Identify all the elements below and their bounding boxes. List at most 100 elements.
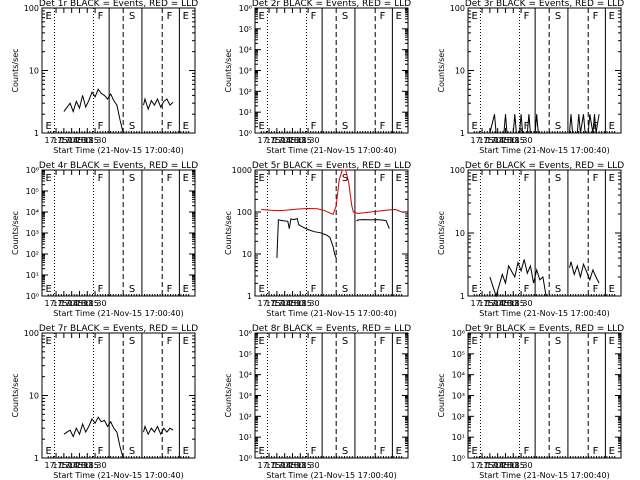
plot-frame xyxy=(467,332,622,459)
panel-title: Det 6r BLACK = Events, RED = LLD xyxy=(465,161,624,171)
detector-panel-3: Det 3r BLACK = Events, RED = LLD 1 10 100 Co… xyxy=(437,0,624,155)
panel-title: Det 1r BLACK = Events, RED = LLD xyxy=(39,0,198,9)
y-tick-label: 10² xyxy=(239,412,252,421)
region-label-top: S xyxy=(342,336,348,347)
y-tick-label: 100 xyxy=(24,4,39,13)
y-tick-label: 10⁶ xyxy=(239,4,252,13)
region-label-top: E xyxy=(396,336,402,347)
region-label-top: E xyxy=(258,11,264,22)
plot-frame xyxy=(41,169,196,297)
events-series-line xyxy=(63,88,124,134)
region-label-bottom: S xyxy=(342,284,348,295)
plot-frame xyxy=(467,169,622,297)
region-label-top: E xyxy=(609,336,615,347)
x-tick-label: 18:30 xyxy=(84,461,107,470)
x-tick-label: 17:45 xyxy=(273,461,296,470)
x-axis-label: Start Time (21-Nov-15 17:00:40) xyxy=(266,146,396,155)
region-label-bottom: S xyxy=(555,284,561,295)
plot-frame xyxy=(254,7,409,134)
region-label-top: E xyxy=(609,173,615,184)
y-tick-label: 10⁶ xyxy=(452,329,465,338)
region-label-bottom: F xyxy=(98,284,104,295)
x-tick-label: 17:15 xyxy=(258,299,281,308)
region-label-top: F xyxy=(380,173,386,184)
region-label-top: E xyxy=(396,11,402,22)
region-label-top: S xyxy=(129,11,135,22)
panel-title: Det 3r BLACK = Events, RED = LLD xyxy=(465,0,624,9)
region-label-bottom: E xyxy=(45,121,51,132)
x-tick-label: 18:00 xyxy=(281,136,304,145)
region-label-bottom: F xyxy=(98,446,104,457)
region-label-top: S xyxy=(129,173,135,184)
detector-panel-8: Det 8r BLACK = Events, RED = LLD 10⁰ 10¹ 10… xyxy=(224,324,411,480)
y-tick-label: 10⁰ xyxy=(239,129,252,138)
lld-series-line xyxy=(261,169,402,215)
panel-title: Det 5r BLACK = Events, RED = LLD xyxy=(252,161,411,171)
region-label-bottom: F xyxy=(524,121,530,132)
x-tick-label: 17:30 xyxy=(52,136,75,145)
x-tick-label: 18:30 xyxy=(297,461,320,470)
x-tick-label: 18:00 xyxy=(68,299,91,308)
plot-frame xyxy=(467,7,622,134)
x-tick-label: 17:30 xyxy=(265,461,288,470)
y-tick-label: 10¹ xyxy=(239,433,252,442)
x-tick-label: 17:15 xyxy=(471,136,494,145)
y-tick-label: 10⁰ xyxy=(239,454,252,463)
x-tick-label: 17:30 xyxy=(265,136,288,145)
x-tick-label: 17:30 xyxy=(478,461,501,470)
region-label-top: F xyxy=(524,336,530,347)
x-tick-label: 17:15 xyxy=(45,136,68,145)
region-label-top: S xyxy=(342,11,348,22)
region-label-bottom: S xyxy=(129,121,135,132)
region-label-bottom: E xyxy=(396,446,402,457)
x-axis-label: Start Time (21-Nov-15 17:00:40) xyxy=(53,146,183,155)
y-tick-label: 100 xyxy=(450,4,465,13)
detector-panel-2: Det 2r BLACK = Events, RED = LLD 10⁰ 10¹ 10… xyxy=(224,0,411,155)
region-label-bottom: F xyxy=(380,284,386,295)
panel-title: Det 4r BLACK = Events, RED = LLD xyxy=(39,161,198,171)
region-label-bottom: E xyxy=(471,284,477,295)
y-tick-label: 10 xyxy=(242,250,252,259)
detector-panel-6: Det 6r BLACK = Events, RED = LLD 1 10 100 Co… xyxy=(437,161,624,318)
y-tick-label: 100 xyxy=(450,166,465,175)
region-label-top: F xyxy=(524,11,530,22)
y-tick-label: 100 xyxy=(237,208,252,217)
x-tick-label: 18:00 xyxy=(494,299,517,308)
y-tick-label: 10⁴ xyxy=(452,371,465,380)
region-label-top: S xyxy=(555,336,561,347)
x-tick-label: 18:15 xyxy=(289,461,312,470)
x-tick-label: 17:30 xyxy=(52,299,75,308)
x-tick-label: 18:30 xyxy=(297,299,320,308)
region-label-top: F xyxy=(311,11,317,22)
events-series-line xyxy=(489,114,547,134)
x-tick-label: 17:45 xyxy=(486,136,509,145)
y-tick-label: 10⁴ xyxy=(239,371,252,380)
y-axis-label: Counts/sec xyxy=(224,211,233,255)
region-label-top: F xyxy=(98,11,104,22)
region-label-bottom: E xyxy=(183,446,189,457)
region-label-bottom: S xyxy=(342,446,348,457)
x-tick-label: 17:45 xyxy=(273,299,296,308)
plot-frame xyxy=(254,332,409,459)
events-series-line xyxy=(143,424,174,436)
x-axis-label: Start Time (21-Nov-15 17:00:40) xyxy=(479,309,609,318)
y-tick-label: 10³ xyxy=(26,229,39,238)
x-axis-label: Start Time (21-Nov-15 17:00:40) xyxy=(479,146,609,155)
y-tick-label: 10 xyxy=(29,67,39,76)
region-label-bottom: E xyxy=(258,446,264,457)
y-tick-label: 10⁵ xyxy=(239,350,252,359)
region-label-bottom: E xyxy=(609,121,615,132)
y-tick-label: 10⁰ xyxy=(452,454,465,463)
y-tick-label: 1 xyxy=(247,292,252,301)
region-label-top: S xyxy=(555,173,561,184)
region-label-top: E xyxy=(258,336,264,347)
region-label-bottom: E xyxy=(183,121,189,132)
y-tick-label: 10⁵ xyxy=(452,350,465,359)
x-tick-label: 18:00 xyxy=(68,136,91,145)
region-label-bottom: E xyxy=(183,284,189,295)
x-tick-label: 18:30 xyxy=(84,299,107,308)
x-tick-label: 17:15 xyxy=(45,461,68,470)
x-axis-label: Start Time (21-Nov-15 17:00:40) xyxy=(53,471,183,480)
region-label-top: F xyxy=(311,173,317,184)
y-tick-label: 10¹ xyxy=(452,433,465,442)
